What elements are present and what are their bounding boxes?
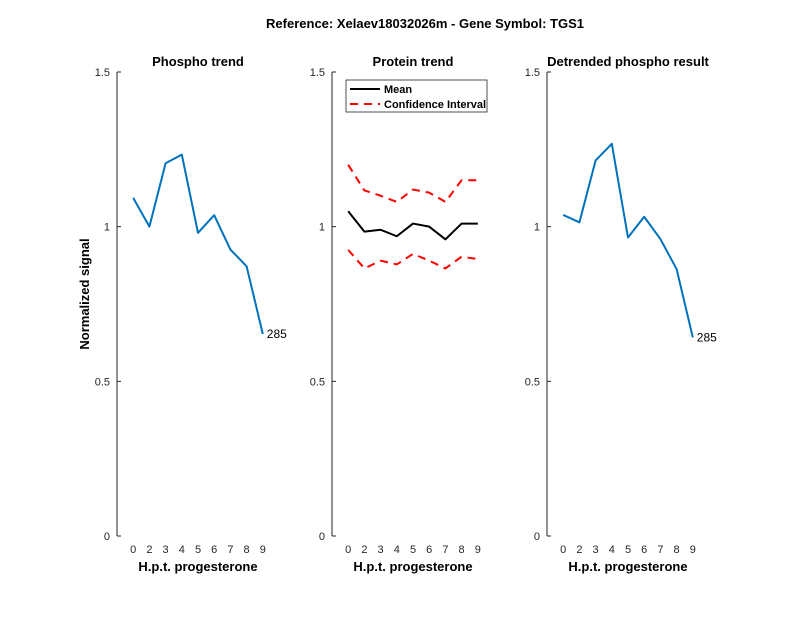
point-annotation: 285 xyxy=(697,330,717,344)
x-tick-label: 6 xyxy=(641,544,647,556)
y-tick-label: 0.5 xyxy=(310,376,325,388)
x-axis-label: H.p.t. progesterone xyxy=(138,559,257,574)
x-tick-label: 6 xyxy=(211,544,217,556)
y-tick-label: 1.5 xyxy=(310,67,325,79)
y-tick-label: 0 xyxy=(104,531,110,543)
y-tick-label: 1 xyxy=(534,222,540,234)
y-tick-label: 0 xyxy=(319,531,325,543)
x-tick-label: 7 xyxy=(657,544,663,556)
y-tick-label: 0.5 xyxy=(95,376,110,388)
x-axis-label: H.p.t. progesterone xyxy=(353,559,472,574)
panel-title: Phospho trend xyxy=(152,54,244,69)
y-axis-label: Normalized signal xyxy=(77,238,92,349)
x-tick-label: 2 xyxy=(361,544,367,556)
legend-label: Mean xyxy=(384,84,412,96)
y-tick-label: 1 xyxy=(104,222,110,234)
series-line-series-1 xyxy=(133,155,263,334)
x-tick-label: 3 xyxy=(593,544,599,556)
x-tick-label: 0 xyxy=(345,544,351,556)
point-annotation: 285 xyxy=(267,327,287,341)
x-tick-label: 4 xyxy=(609,544,615,556)
y-tick-label: 1.5 xyxy=(95,67,110,79)
legend: Mean Confidence Interval xyxy=(346,80,487,112)
x-tick-label: 0 xyxy=(560,544,566,556)
x-tick-label: 8 xyxy=(244,544,250,556)
x-tick-label: 9 xyxy=(475,544,481,556)
series-line-series-1 xyxy=(563,144,693,338)
x-tick-label: 8 xyxy=(459,544,465,556)
x-tick-label: 5 xyxy=(195,544,201,556)
y-tick-label: 0.5 xyxy=(525,376,540,388)
y-tick-label: 1 xyxy=(319,222,325,234)
series-line-series-3 xyxy=(348,250,478,269)
x-tick-label: 2 xyxy=(146,544,152,556)
x-tick-label: 9 xyxy=(260,544,266,556)
x-tick-label: 7 xyxy=(442,544,448,556)
x-tick-label: 4 xyxy=(394,544,400,556)
x-tick-label: 8 xyxy=(674,544,680,556)
y-tick-label: 0 xyxy=(534,531,540,543)
x-tick-label: 3 xyxy=(163,544,169,556)
x-tick-label: 9 xyxy=(690,544,696,556)
x-tick-label: 3 xyxy=(378,544,384,556)
x-tick-label: 4 xyxy=(179,544,185,556)
panel-title: Detrended phospho result xyxy=(547,54,709,69)
panel-title: Protein trend xyxy=(373,54,454,69)
series-line-mean xyxy=(348,211,478,239)
legend-label: Confidence Interval xyxy=(384,99,486,111)
x-axis-label: H.p.t. progesterone xyxy=(568,559,687,574)
x-tick-label: 7 xyxy=(227,544,233,556)
x-tick-label: 5 xyxy=(625,544,631,556)
x-tick-label: 6 xyxy=(426,544,432,556)
y-tick-label: 1.5 xyxy=(525,67,540,79)
figure-title: Reference: Xelaev18032026m - Gene Symbol… xyxy=(266,16,584,31)
x-tick-label: 2 xyxy=(576,544,582,556)
x-tick-label: 5 xyxy=(410,544,416,556)
x-tick-label: 0 xyxy=(130,544,136,556)
series-line-confidence-interval xyxy=(348,165,478,202)
